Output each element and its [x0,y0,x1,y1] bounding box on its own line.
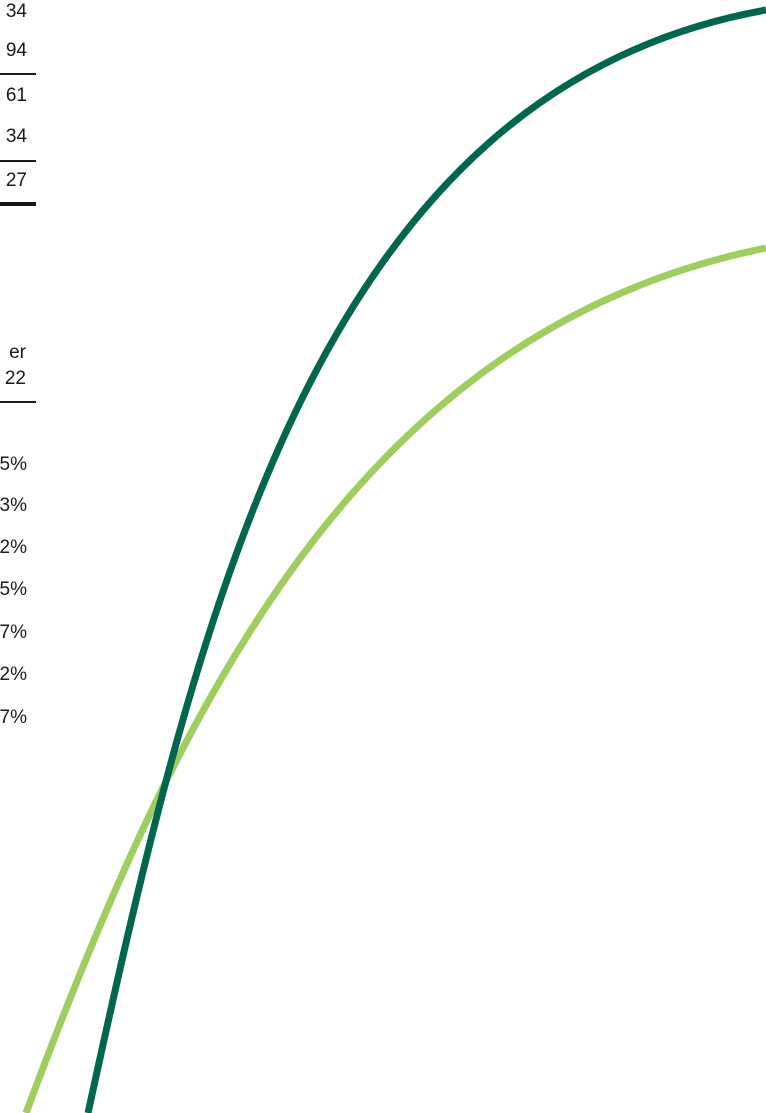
bottom-table-header-line1: er [9,342,26,363]
bottom-table-value-2: 3% [0,495,27,516]
bottom-table-value-5: 7% [0,622,27,643]
top-table-total-rule [0,202,36,206]
dark-green-curve [84,6,766,1113]
bottom-table-value-4: 5% [0,579,27,600]
bottom-table-value-6: 2% [0,664,27,685]
light-green-curve [22,244,766,1113]
bottom-table-value-1: 5% [0,454,27,475]
top-table-value-3: 61 [5,85,27,106]
top-table-divider-2 [0,160,36,162]
top-table-value-5: 27 [5,170,27,191]
bottom-table-value-7: 7% [0,707,27,728]
bottom-table-value-3: 2% [0,537,27,558]
bottom-table-header-line2: 22 [4,368,26,389]
top-table-value-2: 94 [5,40,27,61]
top-table-divider-1 [0,73,36,75]
bottom-table-header-rule [0,401,36,403]
top-table-value-1: 34 [5,1,27,22]
top-table-value-4: 34 [5,126,27,147]
